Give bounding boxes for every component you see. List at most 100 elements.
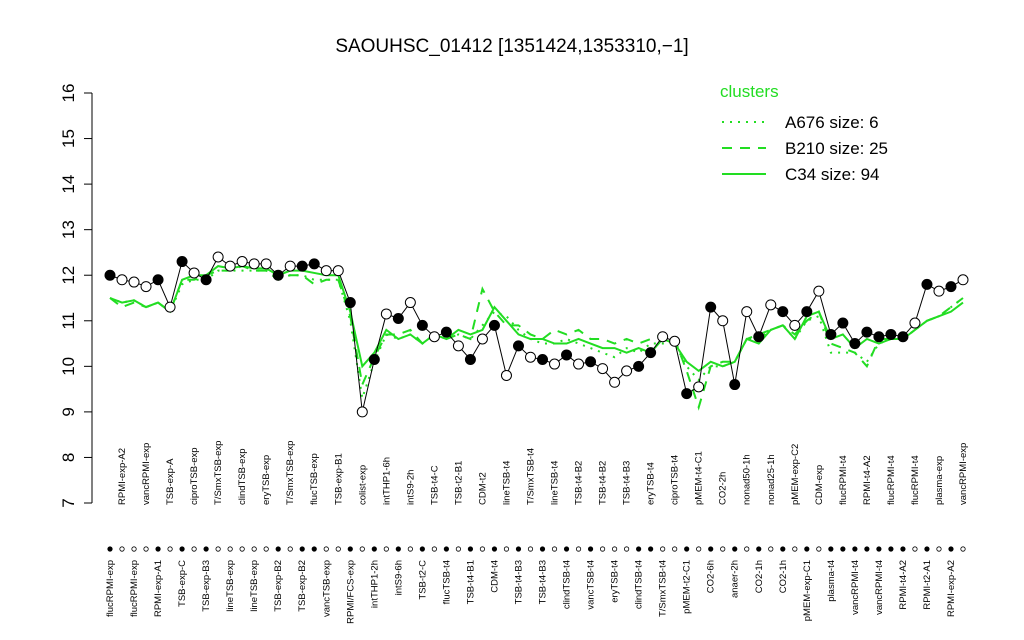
- rug-point: [443, 546, 449, 552]
- x-tick-label: vancRPMI-t4: [850, 560, 861, 615]
- x-tick-label: intTHP1-2h: [369, 560, 380, 608]
- x-tick-label: flucRPMI-exp: [105, 560, 116, 617]
- sample-point: [537, 354, 549, 365]
- x-tick-label: pMEM-exp-C2: [790, 444, 801, 505]
- rug-point: [299, 546, 305, 552]
- x-tick-label: RPMI/FCS-exp: [345, 560, 356, 624]
- x-tick-label: flucRPMI-t4: [838, 455, 849, 505]
- x-tick-label: colist-exp: [357, 465, 368, 505]
- sample-point: [404, 297, 416, 309]
- legend-label: A676 size: 6: [785, 113, 879, 132]
- sample-point: [669, 335, 681, 347]
- rug-point: [864, 546, 870, 552]
- rug-point: [323, 546, 329, 552]
- rug-point: [744, 546, 750, 552]
- sample-point: [897, 331, 909, 343]
- x-tick-label: T/SmxTSB-t4: [658, 560, 669, 617]
- x-tick-label: T/SmxTSB-t4: [525, 448, 536, 505]
- y-tick-label: 7: [59, 498, 78, 507]
- x-tick-label: flucRPMI-t4: [910, 455, 921, 505]
- x-tick-label: CO2-1h: [754, 560, 765, 593]
- x-tick-label: TSB-t4-C: [429, 465, 440, 505]
- sample-point: [945, 281, 957, 293]
- rug-point: [335, 546, 341, 552]
- sample-point: [224, 260, 236, 272]
- x-tick-label: TSB-exp-B3: [201, 560, 212, 612]
- sample-point: [356, 406, 368, 418]
- x-tick-label: ciproTSB-exp: [189, 447, 200, 505]
- sample-point: [657, 331, 669, 343]
- rug-point: [624, 546, 630, 552]
- x-tick-label: anaer-2h: [730, 560, 741, 598]
- y-tick-label: 16: [59, 84, 78, 103]
- y-tick-label: 15: [59, 129, 78, 148]
- x-tick-label: TSB-t2-B1: [453, 461, 464, 505]
- rug-point: [215, 546, 221, 552]
- sample-point: [368, 354, 380, 365]
- x-tick-label: TSB-exp-B1: [333, 453, 344, 505]
- sample-point: [933, 285, 945, 297]
- x-tick-label: nonad50-1h: [742, 454, 753, 505]
- x-tick-label: plasma-exp: [934, 456, 945, 505]
- rug-point: [251, 546, 257, 552]
- y-tick-label: 14: [59, 175, 78, 194]
- chart-title: SAOUHSC_01412 [1351424,1353310,−1]: [335, 36, 688, 57]
- rug-point: [828, 546, 834, 552]
- sample-point: [885, 328, 897, 340]
- rug-point: [155, 546, 161, 552]
- sample-point: [464, 354, 476, 365]
- rug-point: [732, 546, 738, 552]
- sample-point: [524, 351, 536, 363]
- rug-point: [708, 546, 714, 552]
- rug-point: [900, 546, 906, 552]
- x-tick-label: T/SmxTSB-exp: [285, 441, 296, 505]
- x-tick-label: RPMI-t4-A2: [862, 455, 873, 505]
- sample-point: [873, 331, 885, 343]
- x-tick-label: flucRPMI-exp: [129, 560, 140, 617]
- sample-point: [717, 315, 729, 327]
- rug-point: [672, 546, 678, 552]
- rug-point: [768, 546, 774, 552]
- rug-point: [876, 546, 882, 552]
- x-tick-label: vancRPMI-exp: [958, 443, 969, 505]
- x-tick-label: T/SmxTSB-exp: [213, 441, 224, 505]
- y-tick-label: 13: [59, 220, 78, 239]
- rug-point: [792, 546, 798, 552]
- rug-point: [587, 546, 594, 552]
- x-tick-label: TSB-t4-B1: [465, 560, 476, 604]
- sample-point: [320, 265, 332, 277]
- rug-point: [371, 546, 377, 552]
- rug-point: [551, 546, 558, 552]
- rug-point: [395, 546, 401, 552]
- rug-point: [467, 546, 474, 552]
- sample-point: [813, 285, 825, 297]
- x-tick-label: RPMI-t2-A1: [922, 560, 933, 610]
- rug-point: [179, 546, 185, 552]
- x-tick-label: TSB-exp-A: [165, 458, 176, 505]
- rug-point: [840, 546, 846, 552]
- sample-point: [380, 308, 392, 320]
- rug-point: [419, 546, 425, 552]
- sample-point: [416, 319, 428, 331]
- sample-point: [549, 358, 561, 370]
- x-tick-label: RPMI-exp-A2: [117, 448, 128, 505]
- x-tick-label: flucTSB-t4: [441, 560, 452, 604]
- sample-point: [236, 256, 248, 268]
- sample-point: [741, 306, 753, 318]
- sample-point: [705, 301, 717, 313]
- rug-point: [888, 546, 894, 552]
- sample-point: [609, 376, 621, 388]
- x-tick-label: flucRPMI-t4: [886, 455, 897, 505]
- y-tick-label: 8: [59, 453, 78, 462]
- rug-point: [780, 546, 786, 552]
- sample-point: [116, 274, 128, 286]
- rug-point: [431, 546, 437, 552]
- x-tick-label: CO2-6h: [706, 560, 717, 593]
- rug-point: [359, 546, 365, 552]
- x-tick-label: TSB-exp-B2: [273, 560, 284, 612]
- x-tick-label: clindTSB-t4: [634, 560, 645, 609]
- rug-point: [804, 546, 810, 552]
- rug-point: [563, 546, 570, 552]
- sample-point: [825, 328, 837, 340]
- rug-point: [383, 546, 389, 552]
